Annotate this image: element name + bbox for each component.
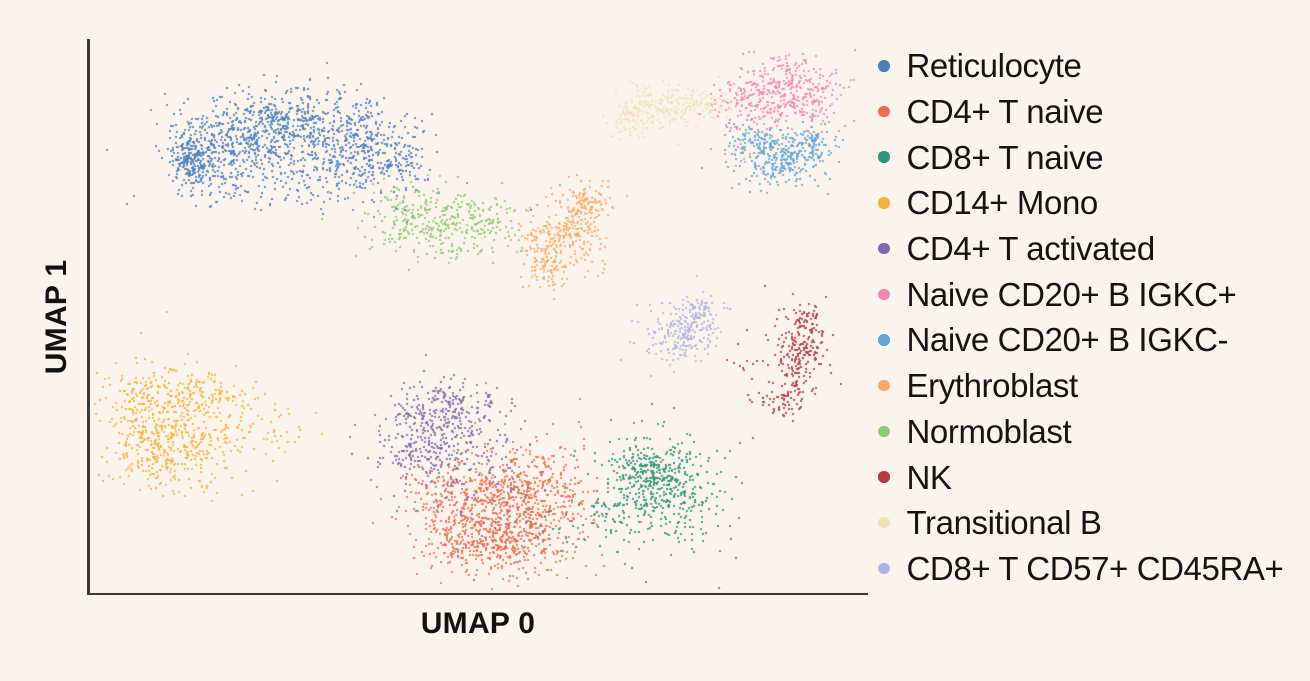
legend-item: CD14+ Mono	[866, 180, 1283, 226]
legend-swatch-icon	[878, 288, 890, 301]
legend-swatch-icon	[878, 425, 890, 438]
x-axis-label: UMAP 0	[420, 607, 536, 640]
legend-item: Erythroblast	[866, 363, 1283, 409]
legend-swatch-icon	[878, 60, 890, 72]
legend-label: Naive CD20+ B IGKC+	[906, 275, 1237, 313]
legend-label: CD8+ T CD57+ CD45RA+	[906, 549, 1284, 587]
legend-item: CD8+ T naive	[866, 134, 1283, 180]
legend-label: Transitional B	[906, 504, 1102, 542]
legend-swatch-icon	[878, 151, 890, 163]
legend-swatch-icon	[878, 197, 890, 209]
legend-item: CD4+ T naive	[866, 89, 1283, 135]
legend-item: NK	[866, 454, 1283, 500]
legend-item: Normoblast	[866, 409, 1283, 455]
legend-swatch-icon	[878, 471, 890, 483]
legend-label: CD14+ Mono	[906, 184, 1099, 222]
legend-swatch-icon	[878, 242, 890, 255]
legend-label: Normoblast	[906, 412, 1072, 450]
legend-swatch-icon	[878, 562, 890, 575]
legend-label: NK	[906, 458, 952, 496]
legend-label: Naive CD20+ B IGKC-	[906, 321, 1229, 359]
legend-item: Naive CD20+ B IGKC-	[866, 317, 1283, 363]
y-axis-line	[87, 39, 90, 595]
y-axis-label: UMAP 1	[40, 259, 73, 375]
legend-swatch-icon	[878, 516, 890, 529]
legend-swatch-icon	[878, 334, 890, 346]
legend-label: Reticulocyte	[906, 47, 1082, 85]
legend-swatch-icon	[878, 379, 890, 392]
legend-label: Erythroblast	[906, 367, 1079, 405]
legend-item: Reticulocyte	[866, 43, 1283, 89]
legend-label: CD8+ T naive	[906, 138, 1104, 176]
legend-item: Transitional B	[866, 500, 1283, 546]
legend-swatch-icon	[878, 105, 890, 118]
legend-label: CD4+ T naive	[906, 93, 1104, 131]
legend: Reticulocyte CD4+ T naive CD8+ T naive CD14…	[866, 43, 1284, 592]
legend-label: CD4+ T activated	[906, 230, 1156, 268]
legend-item: CD8+ T CD57+ CD45RA+	[866, 546, 1284, 592]
legend-item: Naive CD20+ B IGKC+	[866, 271, 1283, 317]
legend-item: CD4+ T activated	[866, 226, 1283, 272]
x-axis-line	[87, 592, 868, 595]
